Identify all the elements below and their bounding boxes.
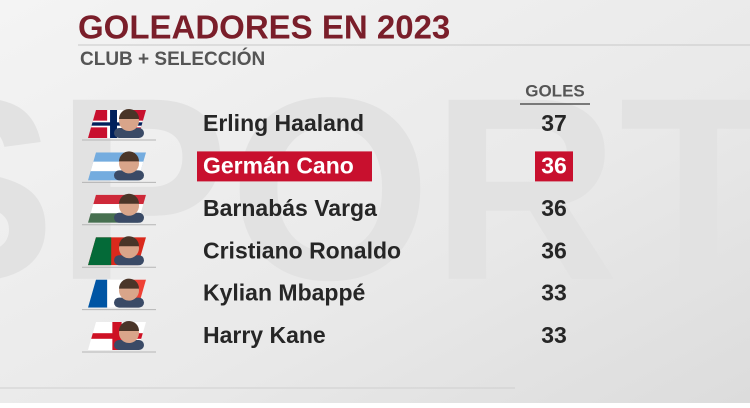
player-name: Germán Cano	[203, 152, 354, 178]
hair	[119, 193, 139, 204]
hair	[119, 236, 139, 247]
hair	[119, 151, 139, 162]
goals: 36	[541, 152, 567, 178]
shoulders	[114, 297, 144, 308]
shoulders	[114, 128, 144, 138]
shoulders	[114, 212, 144, 223]
flag-part	[88, 161, 146, 172]
player-name: Cristiano Ronaldo	[203, 237, 401, 263]
shoulders	[114, 170, 144, 181]
subtitle: CLUB + SELECCIÓN	[80, 48, 265, 70]
player-name: Harry Kane	[203, 322, 326, 348]
hair	[119, 109, 139, 119]
flag-part	[88, 333, 146, 339]
flag-part	[88, 194, 146, 205]
flag-part	[88, 204, 146, 214]
hair	[119, 321, 139, 331]
goals: 36	[541, 237, 567, 263]
goals: 37	[541, 110, 567, 136]
column-header: GOLES	[525, 81, 585, 100]
name-highlight	[197, 151, 372, 182]
flag-part	[88, 122, 146, 126]
goals-highlight	[535, 151, 573, 182]
player-name: Erling Haaland	[203, 110, 364, 136]
rows: Erling Haaland 37 Germán Cano 36 Barnabás Va…	[82, 109, 573, 353]
goals: 36	[541, 195, 567, 221]
player-name: Kylian Mbappé	[203, 280, 365, 306]
goals: 33	[541, 322, 567, 348]
shoulders	[114, 255, 144, 266]
title: GOLEADORES EN 2023	[78, 9, 450, 46]
shoulders	[114, 340, 144, 350]
goals: 33	[541, 280, 567, 306]
hair	[119, 278, 139, 289]
player-name: Barnabás Varga	[203, 195, 377, 221]
